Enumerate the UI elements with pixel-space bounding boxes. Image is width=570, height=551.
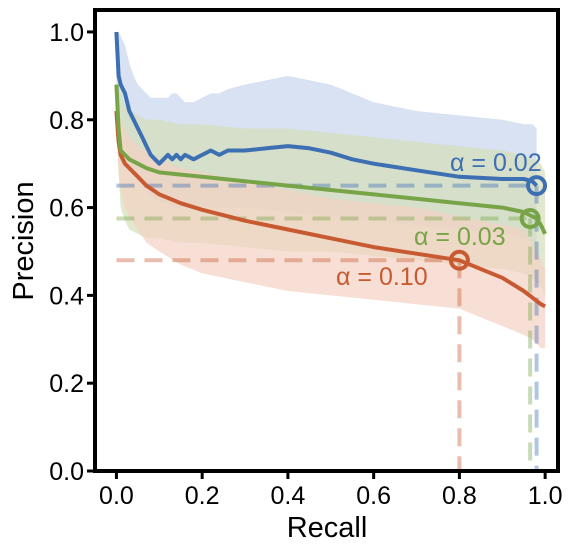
x-tick-label: 0.8: [442, 482, 477, 510]
y-tick-label: 0.0: [49, 458, 84, 486]
orange-alpha-annotation: α = 0.10: [336, 263, 428, 291]
y-tick-label: 0.4: [49, 282, 84, 310]
blue-alpha-annotation: α = 0.02: [450, 149, 542, 177]
y-axis-title: Precision: [8, 181, 40, 300]
x-tick-label: 0.2: [185, 482, 220, 510]
y-tick-label: 0.8: [49, 107, 84, 135]
y-tick-label: 0.6: [49, 195, 84, 223]
x-tick-label: 1.0: [528, 482, 563, 510]
y-tick-label: 1.0: [49, 19, 84, 47]
x-tick-label: 0.6: [356, 482, 391, 510]
x-tick-label: 0.4: [271, 482, 306, 510]
green-alpha-annotation: α = 0.03: [414, 223, 506, 251]
x-axis-title: Recall: [287, 512, 368, 544]
y-tick-label: 0.2: [49, 370, 84, 398]
x-tick-label: 0.0: [99, 482, 134, 510]
